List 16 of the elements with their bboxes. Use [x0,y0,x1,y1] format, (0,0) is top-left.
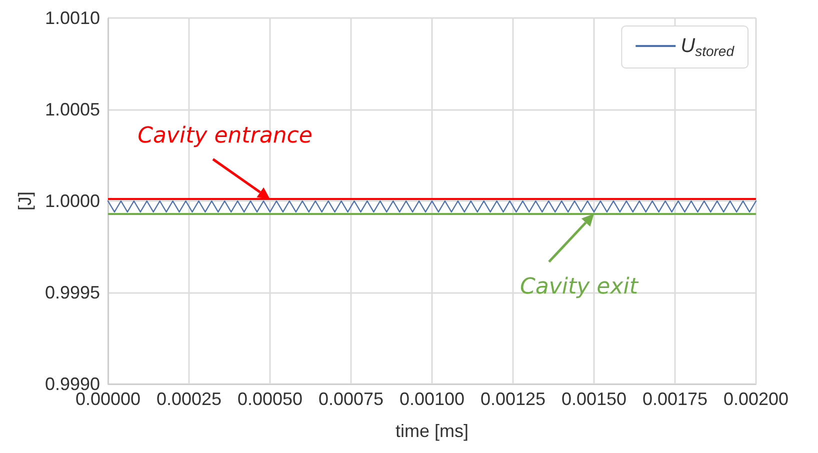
annotation: Cavity exit [520,274,640,300]
x-tick-label: 0.00100 [399,389,465,409]
x-tick-label: 0.00125 [480,389,546,409]
x-tick-label: 0.00175 [642,389,708,409]
annotation: Cavity entrance [138,124,312,149]
x-tick-label: 0.00025 [156,389,222,409]
y-tick-label: 1.0005 [44,100,100,120]
x-tick-label: 0.00150 [561,389,627,409]
y-axis-title: [J] [15,191,35,211]
y-tick-label: 1.0010 [44,8,100,28]
x-tick-label: 0.00075 [318,389,384,409]
x-axis-title: time [ms] [395,421,469,441]
x-tick-label: 0.00050 [237,389,303,409]
y-tick-label: 0.9995 [44,282,100,302]
y-tick-label: 1.0000 [44,191,100,211]
x-tick-label: 0.00200 [723,389,789,409]
